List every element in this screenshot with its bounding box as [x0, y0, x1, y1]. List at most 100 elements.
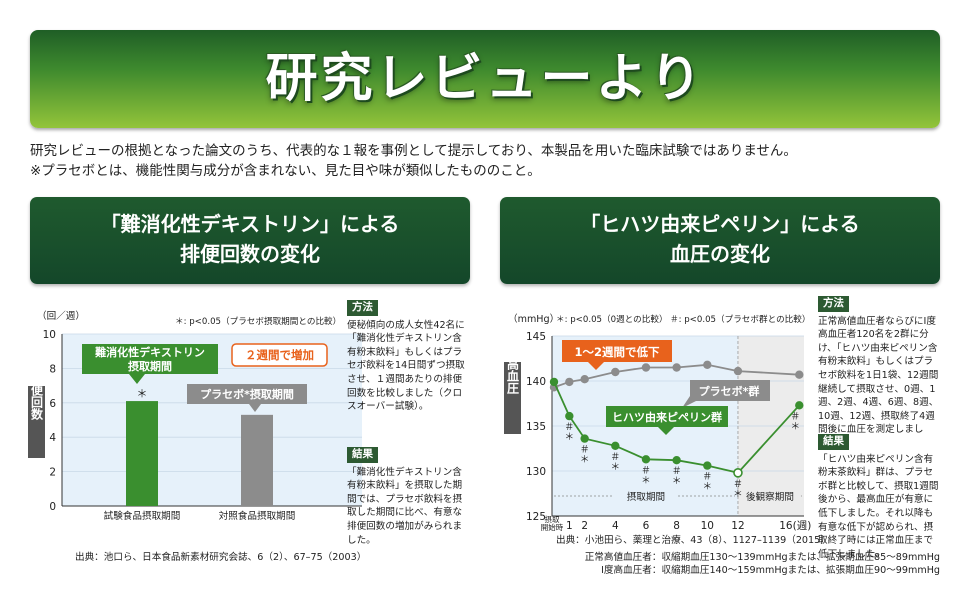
line-chart: （mmHg） ＊: p<0.05（0週との比較） ＃: p<0.05（プラセボ群…	[504, 313, 811, 532]
sig-annotation: ＃＊	[611, 452, 621, 473]
right-section-header: 「ヒハツ由来ピペリン」による 血圧の変化	[500, 197, 940, 284]
right-sig-note-2: ＃: p<0.05（プラセボ群との比較）	[670, 313, 810, 325]
intake-period-label: 摂取期間	[627, 491, 665, 503]
sig-annotation: ＃＊	[672, 466, 682, 487]
sig-annotation: ＃＊	[565, 422, 575, 443]
right-section-title-line2: 血圧の変化	[670, 242, 770, 266]
series-1-point	[611, 441, 620, 451]
x-start-label: 摂取開始時	[541, 514, 564, 532]
right-method-tag: 方法	[818, 296, 849, 312]
right-method-box: 方法 正常高値血圧者ならびにⅠ度高血圧者120名を2群に分け、「ヒハツ由来ピペリ…	[818, 296, 942, 451]
page-title: 研究レビューより	[265, 49, 705, 109]
right-source: 出典：小池田ら、薬理と治療、43（8）、1127–1139（2015）	[556, 535, 830, 546]
bp-standard-1: 正常高値血圧者：収縮期血圧130〜139mmHgまたは、拡張期血圧85〜89mm…	[584, 552, 940, 563]
series-1-point	[549, 377, 559, 387]
left-section-title-line2: 排便回数の変化	[180, 242, 320, 266]
sig-annotation: ＃＊	[641, 465, 651, 486]
right-x-tick: 6	[643, 520, 650, 532]
callout-placebo-group-text: プラセボ*群	[699, 384, 760, 398]
bp-standards: 正常高値血圧者：収縮期血圧130〜139mmHgまたは、拡張期血圧85〜89mm…	[585, 551, 940, 577]
series-0-point	[795, 370, 804, 379]
intro-text: 研究レビューの根拠となった論文のうち、代表的な１報を事例として提示しており、本製…	[30, 141, 950, 181]
right-x-tick: 4	[612, 520, 619, 532]
left-result-tag: 結果	[347, 447, 378, 463]
series-0-point	[611, 367, 620, 377]
intro-line-2: ※プラセボとは、機能性関与成分が含まれない、見た目や味が類似したもののこと。	[30, 163, 541, 179]
right-result-tag: 結果	[818, 434, 849, 450]
series-0-point	[580, 374, 589, 384]
right-x-tick: 2	[581, 520, 588, 532]
left-section-title-line1: 「難消化性デキストリン」による	[100, 212, 400, 236]
right-y-tick: 125	[526, 511, 546, 523]
callout-test-group-text: ヒハツ由来ピペリン群	[612, 410, 722, 424]
series-1-point	[703, 461, 712, 470]
series-0-point	[641, 363, 651, 372]
left-y-tick: 0	[49, 501, 56, 513]
callout-test-text: 難消化性デキストリン摂取期間	[95, 345, 205, 373]
right-y-tick: 135	[526, 421, 546, 433]
intro-line-1: 研究レビューの根拠となった論文のうち、代表的な１報を事例として提示しており、本製…	[30, 143, 797, 159]
right-x-tick: 10	[701, 520, 714, 532]
sig-annotation: ＃＊	[703, 472, 713, 493]
series-0-point	[703, 360, 712, 370]
left-y-tick: 10	[43, 329, 56, 341]
right-x-tick: 12	[731, 520, 744, 532]
left-method-text: 便秘傾向の成人女性42名に「難消化性デキストリン含有粉末飲料」もしくはプラセボ飲…	[347, 319, 465, 413]
left-ylabel: 排便回数	[30, 371, 44, 421]
left-method-tag: 方法	[347, 300, 378, 316]
series-1-point	[641, 455, 651, 464]
series-1-point	[580, 434, 589, 443]
left-y-tick: 8	[49, 363, 56, 375]
bar-chart: （回／週） ＊: p<0.05（プラセボ摂取期間との比較） 0 2 4 6 8 10 排便…	[28, 310, 362, 522]
left-y-tick: 2	[49, 467, 56, 479]
bp-standard-2: Ⅰ度高血圧者：収縮期血圧140〜159mmHgまたは、拡張期血圧90〜99mmH…	[601, 565, 940, 576]
left-result-text: 「難消化性デキストリン含有粉末飲料」を摂取した期間では、プラセボ飲料を摂取した期…	[347, 466, 463, 546]
follow-period-label: 後観察期間	[746, 491, 794, 503]
right-method-text: 正常高値血圧者ならびにⅠ度高血圧者120名を2群に分け、「ヒハツ由来ピペリン含有…	[818, 315, 939, 449]
left-source: 出典：池口ら、日本食品新素材研究会誌、6（2）、67–75（2003）	[75, 552, 367, 563]
right-result-text: 「ヒハツ由来ピペリン含有粉末茶飲料」群は、プラセボ群と比較して、摂取1週間後から…	[818, 453, 939, 560]
right-x-tick: 8	[673, 520, 680, 532]
left-x-label: 試験食品摂取期間	[104, 510, 181, 522]
left-ylabel-box	[28, 386, 45, 458]
sig-annotation: ＃＊	[733, 479, 743, 500]
right-y-tick: 140	[526, 376, 546, 388]
right-x-tick: 1	[566, 520, 573, 532]
callout-increase-box	[231, 343, 328, 367]
series-0-point	[565, 377, 574, 387]
sig-annotation: ＃＊	[580, 445, 590, 466]
right-ylabel: 最高血圧	[506, 346, 520, 395]
callout-test-group-bubble	[606, 406, 728, 435]
callout-decrease-bubble	[562, 340, 672, 370]
series-0-point	[672, 363, 681, 372]
bar-1	[241, 414, 273, 506]
series-1-point	[795, 401, 804, 410]
series-1-point	[672, 456, 681, 465]
callout-placebo-bubble	[187, 384, 307, 412]
callout-placebo-group-bubble	[682, 380, 770, 408]
series-1-point	[565, 411, 574, 421]
right-section-title-line1: 「ヒハツ由来ピペリン」による	[580, 212, 860, 236]
left-y-tick: 6	[49, 398, 56, 410]
bar-0	[126, 401, 158, 506]
left-y-tick: 4	[49, 432, 56, 444]
banner: 研究レビューより	[30, 30, 940, 128]
left-y-unit: （回／週）	[37, 310, 85, 322]
right-y-tick: 130	[526, 466, 546, 478]
callout-decrease-text: 1〜2週間で低下	[574, 345, 660, 359]
right-y-tick: 145	[526, 331, 546, 343]
right-sig-note-1: ＊: p<0.05（0週との比較）	[556, 313, 668, 325]
callout-test-bubble	[82, 344, 218, 384]
series-1-point	[733, 468, 743, 478]
right-ylabel-box	[504, 362, 521, 434]
follow-period-label-bg	[739, 489, 800, 503]
left-method-box: 方法 便秘傾向の成人女性42名に「難消化性デキストリン含有粉末飲料」もしくはプラ…	[347, 300, 471, 414]
left-sig-note: ＊: p<0.05（プラセボ摂取期間との比較）	[175, 315, 341, 327]
left-result-box: 結果 「難消化性デキストリン含有粉末飲料」を摂取した期間では、プラセボ飲料を摂取…	[347, 447, 471, 547]
right-y-unit: （mmHg）	[508, 313, 559, 325]
intake-period-label-bg	[613, 489, 678, 503]
sig-mark: ＊	[137, 387, 148, 400]
series-0-point	[733, 366, 743, 376]
right-result-box: 結果 「ヒハツ由来ピペリン含有粉末茶飲料」群は、プラセボ群と比較して、摂取1週間…	[818, 434, 942, 561]
callout-placebo-text: プラセボ*摂取期間	[200, 387, 294, 401]
